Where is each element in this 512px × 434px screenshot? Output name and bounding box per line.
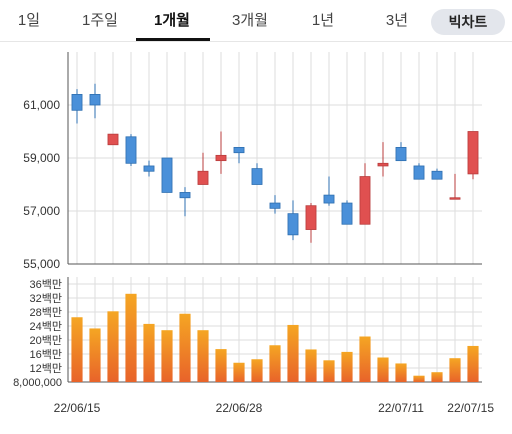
volume-bar (287, 324, 299, 382)
volume-bar (323, 360, 335, 382)
price-tick-label: 59,000 (23, 151, 60, 165)
candle-body (323, 194, 335, 204)
tab-3-years[interactable]: 3년 (385, 12, 409, 29)
candle-body (341, 202, 353, 225)
volume-tick-label: 20백만 (30, 334, 62, 347)
x-tick-label: 22/07/11 (378, 401, 424, 415)
x-tick-label: 22/06/28 (216, 401, 263, 415)
candle-body (71, 94, 83, 111)
volume-tick-label: 28백만 (30, 306, 62, 319)
volume-tick-label: 8,000,000 (13, 377, 62, 389)
volume-tick-label: 24백만 (30, 320, 62, 333)
volume-bars (71, 293, 479, 382)
candle-body (143, 165, 155, 172)
active-tab-indicator (136, 38, 210, 41)
volume-bar (143, 323, 155, 382)
price-tick-label: 55,000 (23, 257, 60, 271)
candle-body (251, 168, 263, 185)
volume-bar (305, 349, 317, 382)
tab-1-month[interactable]: 1개월 (154, 12, 190, 29)
candle-body (233, 146, 245, 154)
tab-1-year[interactable]: 1년 (311, 12, 335, 29)
candle-body (395, 146, 407, 162)
candle-body (377, 162, 389, 167)
candle-body (89, 94, 101, 106)
x-tick-label: 22/07/15 (447, 401, 494, 415)
volume-bar (413, 375, 425, 382)
candle-body (287, 213, 299, 236)
volume-bar (467, 345, 479, 382)
candle-body (449, 197, 461, 200)
volume-bar (179, 313, 191, 382)
volume-bar (197, 330, 209, 382)
volume-bar (377, 357, 389, 382)
candle-body (467, 131, 479, 175)
x-axis: 22/06/15 22/06/28 22/07/11 22/07/15 (54, 401, 495, 415)
big-chart-button[interactable]: 빅차트 (431, 9, 505, 35)
volume-bar (359, 336, 371, 382)
volume-bar (449, 358, 461, 382)
candle-body (179, 192, 191, 199)
volume-bar (215, 349, 227, 382)
volume-bar (395, 363, 407, 382)
volume-bar (89, 328, 101, 382)
candle-body (413, 165, 425, 180)
candlesticks (71, 83, 479, 243)
volume-bar (269, 345, 281, 382)
candle-body (125, 136, 137, 164)
volume-tick-label: 12백만 (30, 362, 62, 375)
price-y-axis: 55,000 57,000 59,000 61,000 (23, 98, 60, 271)
period-tabs: 1일 1주일 1개월 3개월 1년 3년 빅차트 (0, 0, 512, 42)
volume-bar (251, 359, 263, 382)
volume-bar (341, 351, 353, 382)
candle-body (305, 205, 317, 230)
volume-tick-label: 36백만 (30, 278, 62, 291)
x-tick-label: 22/06/15 (54, 401, 101, 415)
candle-body (359, 176, 371, 225)
price-tick-label: 61,000 (23, 98, 60, 112)
tab-3-months[interactable]: 3개월 (232, 12, 268, 29)
tab-1-week[interactable]: 1주일 (82, 12, 118, 29)
candle-body (431, 170, 443, 180)
tab-divider (0, 41, 512, 42)
volume-tick-label: 16백만 (30, 348, 62, 361)
volume-bar (125, 293, 137, 382)
candle-body (269, 202, 281, 209)
tab-1-day[interactable]: 1일 (17, 12, 41, 29)
candle-body (215, 154, 227, 162)
price-tick-label: 57,000 (23, 204, 60, 218)
candle-body (161, 157, 173, 193)
volume-bar (431, 372, 443, 382)
candle-body (107, 133, 119, 146)
candle-body (197, 170, 209, 185)
volume-bar (233, 362, 245, 382)
volume-bar (161, 330, 173, 382)
volume-tick-label: 32백만 (30, 292, 62, 305)
volume-bar (107, 311, 119, 382)
volume-bar (71, 317, 83, 382)
